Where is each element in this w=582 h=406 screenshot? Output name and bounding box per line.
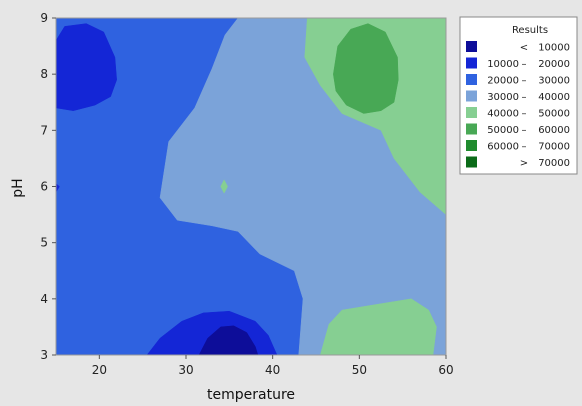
legend-lower-bound: 30000 [487,92,519,103]
legend-upper-bound: 40000 [538,92,570,103]
legend-swatch [466,41,477,52]
legend-swatch [466,90,477,102]
y-tick-label: 4 [40,292,48,306]
legend-swatch [466,74,477,85]
legend-box [459,16,578,175]
legend-upper-bound: 30000 [538,76,570,87]
x-tick-label: 20 [92,363,107,377]
legend-lower-bound: 40000 [487,109,519,120]
legend-lower-bound: 20000 [487,76,519,87]
y-tick-label: 8 [40,67,48,81]
legend-swatch [466,107,477,118]
legend-upper-bound: 60000 [538,125,570,136]
legend-dash: – [522,92,527,103]
legend-items: <1000010000–2000020000–3000030000–400004… [466,41,570,169]
legend-title: Results [512,25,548,36]
y-tick-label: 5 [40,236,48,250]
legend-operator: < [520,43,528,54]
legend-upper-bound: 20000 [538,59,570,70]
legend-upper-bound: 50000 [538,109,570,120]
contour-region-9 [198,325,259,355]
legend-dash: – [522,109,527,120]
legend-upper-bound: 10000 [538,43,570,54]
contour-region-4 [220,179,228,194]
legend-lower-bound: 60000 [487,142,519,153]
x-axis-label: temperature [207,387,295,403]
contour-region-3 [320,298,437,355]
legend-swatch [466,123,477,135]
x-tick-label: 30 [178,363,193,377]
legend-swatch [466,140,477,151]
legend-lower-bound: 10000 [487,59,519,70]
x-tick-label: 60 [438,363,453,377]
contour-region-6 [56,23,117,111]
legend-operator: > [520,158,528,169]
legend-dash: – [522,142,527,153]
y-tick-label: 3 [40,348,48,362]
legend-dash: – [522,76,527,87]
legend: Results <1000010000–2000020000–300003000… [459,16,578,175]
x-axis: 20 30 40 50 60 [92,355,454,377]
x-tick-label: 40 [265,363,280,377]
y-axis: 3 4 5 6 7 8 9 [40,11,56,362]
y-axis-label: pH [10,178,26,197]
y-tick-label: 7 [40,123,48,137]
legend-upper-bound: 70000 [538,158,570,169]
legend-upper-bound: 70000 [538,142,570,153]
contour-region-8 [56,183,60,193]
legend-dash: – [522,59,527,70]
contour-region-5 [333,23,399,114]
x-tick-label: 50 [352,363,367,377]
legend-swatch [466,156,477,168]
legend-swatch [466,57,477,69]
contour-regions [56,18,446,355]
legend-lower-bound: 50000 [487,125,519,136]
legend-dash: – [522,125,527,136]
y-tick-label: 9 [40,11,48,25]
y-tick-label: 6 [40,180,48,194]
